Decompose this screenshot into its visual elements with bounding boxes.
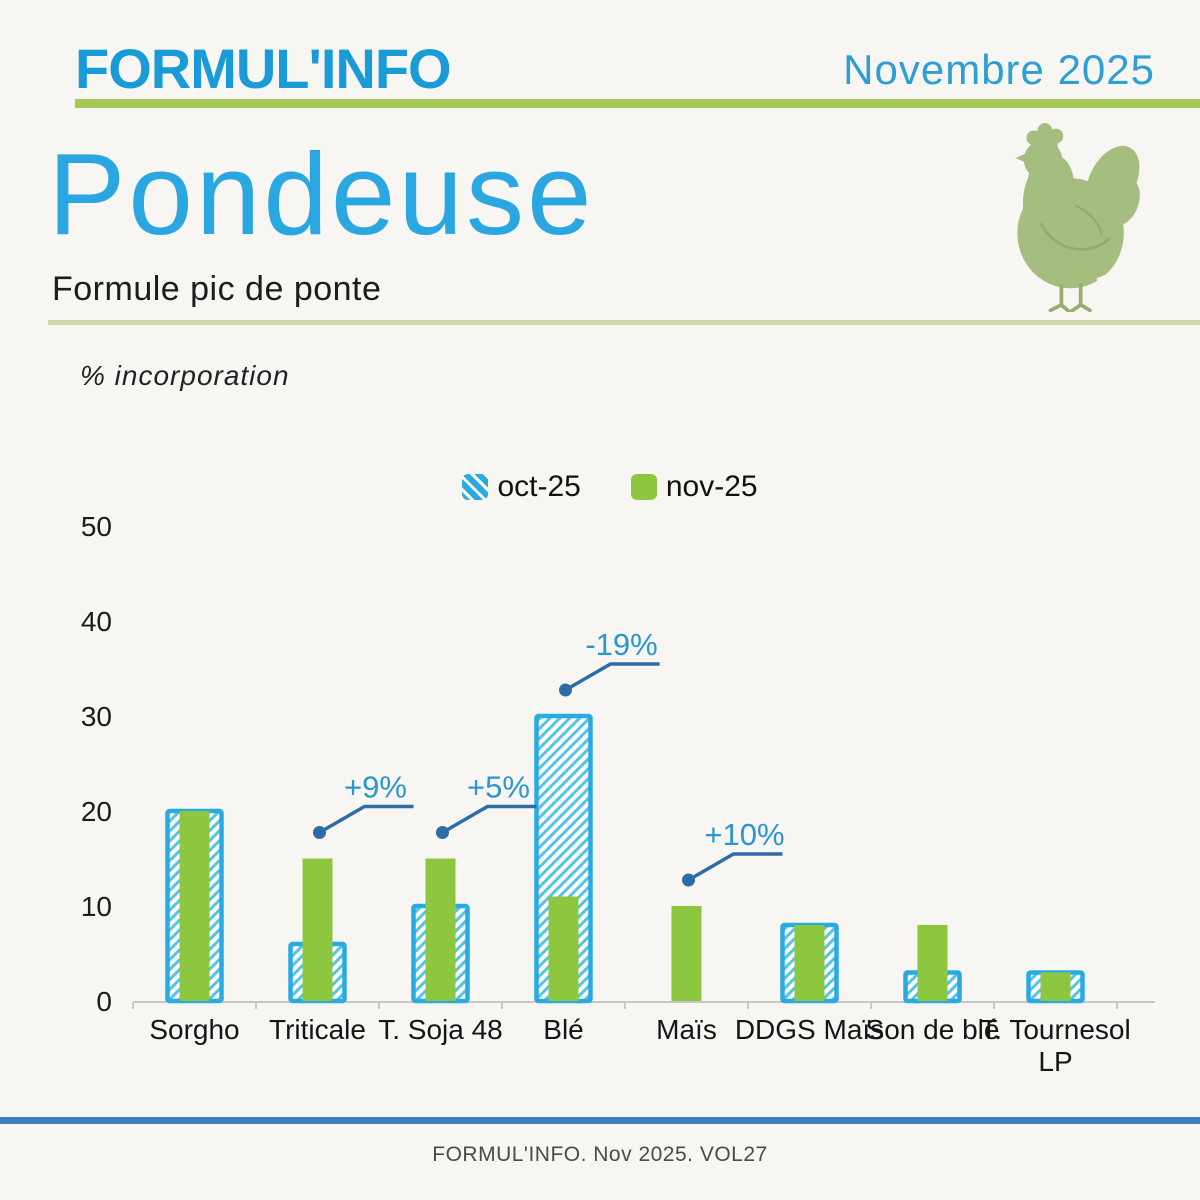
x-axis-label-triticale: Triticale — [269, 1014, 366, 1045]
bar-chart: 0 10 20 30 40 50 Sorgho Triticale T. Soja 48 Blé M… — [60, 503, 1160, 1078]
hen-icon — [1015, 123, 1140, 312]
y-axis-title: % incorporation — [80, 360, 290, 391]
y-axis-label: 30 — [81, 701, 112, 732]
annotation-label-ma-s: +10% — [704, 817, 784, 852]
annotation-t-soja-48: +5% — [436, 770, 537, 839]
chart-legend: oct-25 nov-25 — [60, 470, 1160, 504]
legend-swatch-oct-25-icon — [462, 474, 489, 500]
header-divider — [75, 99, 1200, 108]
bar-nov-25-sorgho — [179, 811, 210, 1001]
x-axis-label-bl: Blé — [543, 1014, 583, 1045]
y-axis-label: 50 — [81, 511, 112, 542]
x-axis-label-ddgs-ma-s: DDGS Maïs — [735, 1014, 884, 1045]
annotation-label-bl: -19% — [585, 627, 657, 662]
annotation-bl: -19% — [559, 627, 660, 697]
x-axis-label-ma-s: Maïs — [656, 1014, 717, 1045]
y-axis-label: 10 — [81, 891, 112, 922]
annotation-triticale: +9% — [313, 770, 414, 839]
annotation-label-triticale: +9% — [344, 770, 407, 805]
hero-divider — [48, 320, 1200, 325]
x-axis-label-t-tournesol-lp: T. Tournesol LP — [980, 1014, 1130, 1077]
legend-label-oct-25: oct-25 — [497, 470, 581, 503]
y-axis-label: 40 — [81, 606, 112, 637]
footer-note: FORMUL'INFO. Nov 2025. VOL27 — [432, 1143, 768, 1166]
bar-nov-25-t-soja-48 — [425, 858, 456, 1001]
bar-nov-25-bl — [548, 896, 579, 1001]
legend-swatch-nov-25-icon — [630, 474, 657, 500]
bar-nov-25-ddgs-ma-s — [794, 925, 825, 1001]
x-axis-label-son-de-bl: Son de blé — [866, 1014, 1000, 1045]
legend-item-oct-25: oct-25 — [462, 470, 581, 504]
y-axis-label: 20 — [81, 796, 112, 827]
bar-nov-25-t-tournesol-lp — [1040, 972, 1071, 1001]
page-title: Pondeuse — [48, 129, 595, 259]
footer-divider — [0, 1117, 1200, 1124]
bar-nov-25-son-de-bl — [917, 925, 948, 1001]
annotation-ma-s: +10% — [682, 817, 785, 887]
bar-nov-25-ma-s — [671, 906, 702, 1001]
page-subtitle: Formule pic de ponte — [52, 270, 382, 308]
x-axis-label-sorgho: Sorgho — [149, 1014, 239, 1045]
x-axis-label-t-soja-48: T. Soja 48 — [378, 1014, 503, 1045]
annotation-label-t-soja-48: +5% — [467, 770, 530, 805]
issue-date: Novembre 2025 — [843, 46, 1155, 93]
legend-label-nov-25: nov-25 — [665, 470, 758, 503]
bar-chart-canvas: 0 10 20 30 40 50 Sorgho Triticale T. Soja 48 Blé M… — [81, 511, 1155, 1077]
brand-logo: FORMUL'INFO — [75, 37, 452, 100]
y-axis-label: 0 — [96, 986, 112, 1017]
legend-item-nov-25: nov-25 — [630, 470, 758, 504]
bar-nov-25-triticale — [302, 858, 333, 1001]
